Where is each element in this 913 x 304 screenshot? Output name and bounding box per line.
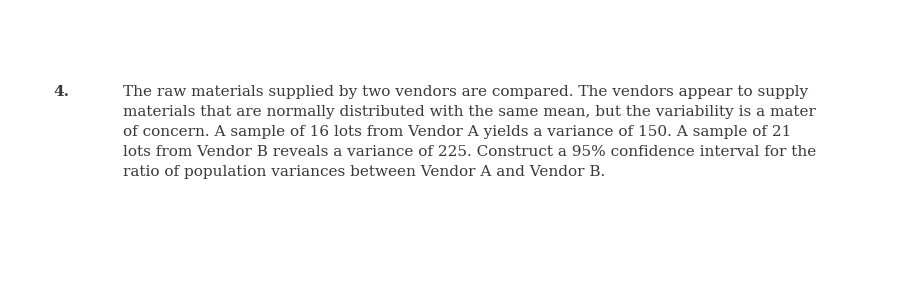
Text: 4.: 4. xyxy=(53,85,69,99)
Text: The raw materials supplied by two vendors are compared. The vendors appear to su: The raw materials supplied by two vendor… xyxy=(123,85,816,179)
